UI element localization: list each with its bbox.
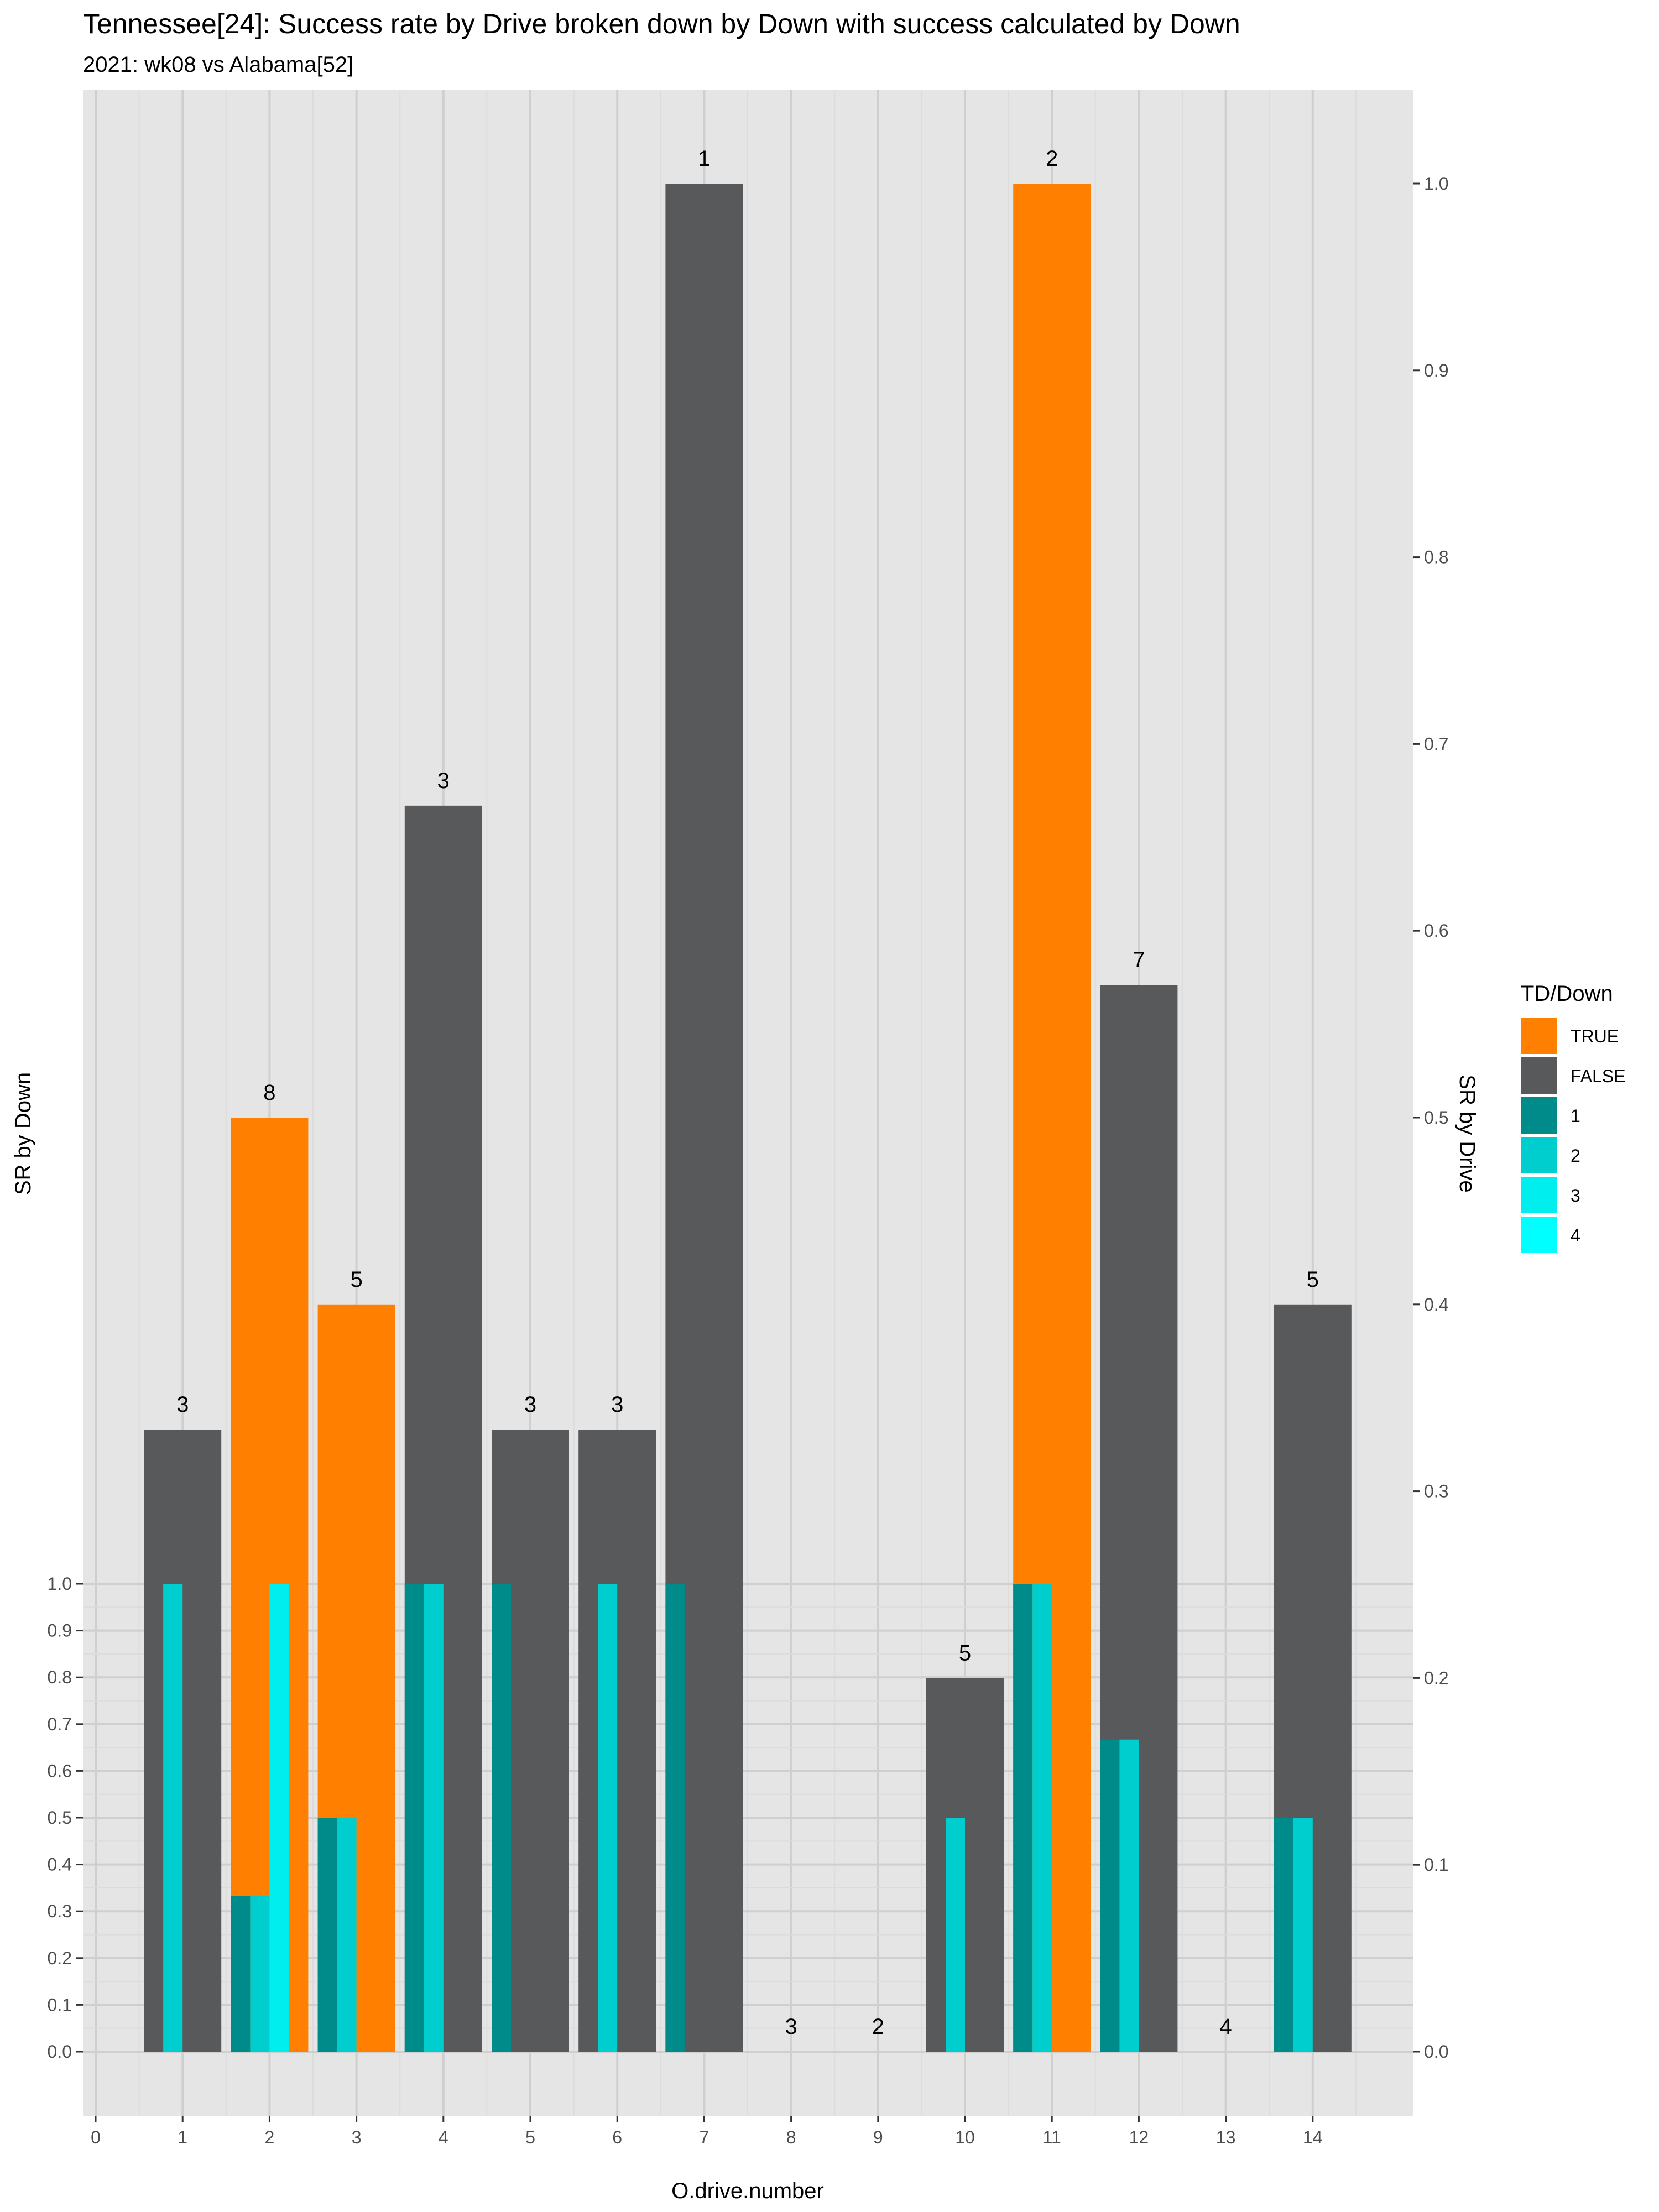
down-bar-10-2 [946,1818,965,2052]
x-tick-label: 4 [439,2127,448,2147]
down-bar-14-1 [1274,1818,1293,2052]
count-label-9: 2 [872,2015,884,2039]
y-left-tick-label: 0.1 [48,1995,72,2015]
down-bar-3-2 [337,1818,357,2052]
legend-swatch-3 [1521,1177,1557,1213]
y-right-tick-label: 0.5 [1424,1108,1448,1128]
legend-label-4: 4 [1571,1225,1580,1245]
y-left-tick-label: 0.9 [48,1621,72,1641]
y-right-tick-label: 0.7 [1424,734,1448,754]
legend-label-3: 3 [1571,1186,1580,1206]
count-label-7: 1 [698,147,710,171]
down-bar-2-2 [250,1896,270,2052]
legend-label-false: FALSE [1571,1066,1626,1086]
legend-swatch-false [1521,1057,1557,1094]
chart-title: Tennessee[24]: Success rate by Drive bro… [83,8,1240,39]
x-tick-label: 13 [1216,2127,1236,2147]
y-left-tick-label: 0.2 [48,1948,72,1968]
count-labels: 3 8 5 3 3 3 1 3 2 5 2 7 4 5 [176,147,1319,2039]
legend-swatch-true [1521,1018,1557,1054]
y-right-tick-label: 1.0 [1424,174,1448,194]
count-label-11: 2 [1046,147,1058,171]
down-bar-2-1 [231,1896,251,2052]
x-tick-label: 10 [955,2127,975,2147]
legend-label-1: 1 [1571,1106,1580,1126]
y-left-tick-label: 1.0 [48,1574,72,1594]
x-tick-label: 8 [786,2127,796,2147]
down-bar-11-2 [1032,1584,1052,2052]
count-label-4: 3 [437,769,450,793]
down-bar-3-1 [317,1818,337,2052]
count-label-13: 4 [1219,2015,1232,2039]
count-label-6: 3 [611,1392,623,1417]
y-right-tick-label: 0.1 [1424,1855,1448,1875]
y-right-tick-label: 0.8 [1424,547,1448,567]
y-left-tick-label: 0.5 [48,1808,72,1828]
y-axis-right-title: SR by Drive [1455,1074,1479,1192]
down-bar-1-2 [163,1584,183,2052]
y-left-tick-label: 0.7 [48,1714,72,1734]
legend-label-true: TRUE [1571,1026,1619,1046]
down-bar-11-1 [1013,1584,1033,2052]
legend-swatch-4 [1521,1217,1557,1253]
count-label-8: 3 [785,2015,797,2039]
y-right-tick-label: 0.0 [1424,2042,1448,2062]
y-axis-right: 0.0 0.1 0.2 0.3 0.4 0.5 0.6 0.7 0.8 0.9 1.0 [1413,174,1448,2062]
down-bar-14-2 [1293,1818,1313,2052]
down-bar-12-1 [1100,1739,1120,2052]
legend-label-2: 2 [1571,1146,1580,1166]
y-right-tick-label: 0.3 [1424,1481,1448,1501]
down-bar-5-1 [492,1584,511,2052]
down-bar-4-2 [424,1584,444,2052]
down-bar-12-2 [1119,1739,1139,2052]
count-label-12: 7 [1133,948,1145,972]
count-label-1: 3 [176,1392,189,1417]
chart-subtitle: 2021: wk08 vs Alabama[52] [83,53,353,77]
y-right-tick-label: 0.4 [1424,1295,1448,1314]
y-right-tick-label: 0.9 [1424,361,1448,380]
legend: TD/Down TRUE FALSE 1 2 3 4 [1521,982,1626,1253]
count-label-3: 5 [350,1267,362,1292]
legend-swatch-1 [1521,1097,1557,1134]
legend-title: TD/Down [1521,982,1613,1006]
x-tick-label: 6 [612,2127,622,2147]
x-tick-label: 3 [352,2127,362,2147]
x-tick-label: 0 [91,2127,101,2147]
x-tick-label: 12 [1129,2127,1149,2147]
y-axis-left-title: SR by Down [11,1072,35,1195]
x-tick-label: 2 [265,2127,275,2147]
y-left-tick-label: 0.8 [48,1667,72,1687]
count-label-10: 5 [959,1641,971,1665]
count-label-5: 3 [524,1392,536,1417]
bars-layer [144,184,1352,2052]
x-axis: 0 1 2 3 4 5 6 7 8 9 10 11 12 13 14 [91,2116,1323,2147]
x-tick-label: 14 [1303,2127,1323,2147]
y-left-tick-label: 0.6 [48,1761,72,1781]
x-tick-label: 1 [178,2127,187,2147]
down-bar-2-3 [269,1584,289,2052]
y-left-tick-label: 0.4 [48,1855,72,1875]
count-label-14: 5 [1307,1267,1319,1292]
x-tick-label: 9 [873,2127,883,2147]
down-bar-4-1 [404,1584,424,2052]
x-tick-label: 7 [700,2127,709,2147]
down-bar-6-2 [598,1584,618,2052]
count-label-2: 8 [263,1081,275,1105]
x-tick-label: 5 [525,2127,535,2147]
y-right-tick-label: 0.6 [1424,921,1448,941]
legend-swatch-2 [1521,1137,1557,1173]
y-right-tick-label: 0.2 [1424,1668,1448,1688]
y-axis-left: 0.0 0.1 0.2 0.3 0.4 0.5 0.6 0.7 0.8 0.9 1.0 [48,1574,83,2062]
down-bar-7-1 [665,1584,685,2052]
x-tick-label: 11 [1043,2127,1061,2147]
y-left-tick-label: 0.3 [48,1901,72,1921]
y-left-tick-label: 0.0 [48,2042,72,2062]
x-axis-title: O.drive.number [671,2179,824,2203]
